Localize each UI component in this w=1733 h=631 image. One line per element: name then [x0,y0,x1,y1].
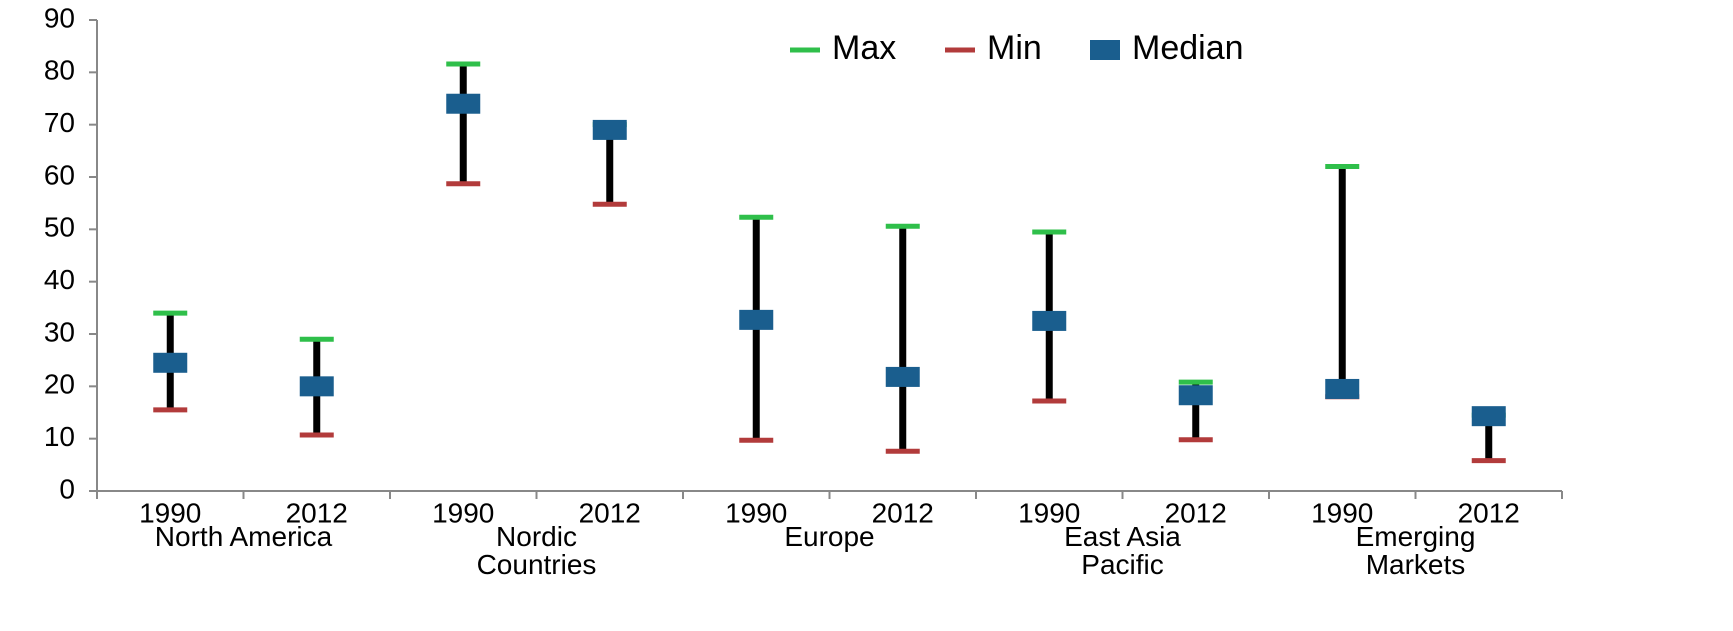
median-marker [1325,378,1360,399]
x-tick-label: 1990 [432,497,494,528]
y-tick-label: 80 [44,55,75,86]
median-marker [299,376,334,397]
x-tick-label: 1990 [1311,497,1373,528]
legend-label: Median [1132,29,1244,67]
y-tick-label: 0 [59,473,75,504]
x-tick-label: 2012 [1458,497,1520,528]
median-marker [1471,406,1506,427]
y-tick-label: 10 [44,421,75,452]
group-label: Emerging Markets [1355,521,1476,580]
group-label: North America [154,521,333,552]
y-tick-label: 30 [44,316,75,347]
legend-label: Min [987,29,1042,67]
x-tick-label: 2012 [872,497,934,528]
x-tick-label: 2012 [1165,497,1227,528]
group-label: Europe [784,521,875,552]
x-tick-label: 2012 [286,497,348,528]
legend-swatch [1090,40,1120,60]
legend-label: Max [832,29,896,67]
y-tick-label: 60 [44,159,75,190]
median-marker [1032,310,1067,331]
y-tick-label: 70 [44,107,75,138]
median-marker [1178,385,1213,406]
y-tick-label: 40 [44,264,75,295]
median-marker [153,352,188,373]
group-label: East Asia Pacific [1064,521,1181,580]
median-marker [446,93,481,114]
median-marker [885,366,920,387]
y-tick-label: 50 [44,212,75,243]
x-tick-label: 1990 [1018,497,1080,528]
x-tick-label: 1990 [139,497,201,528]
median-marker [592,119,627,140]
median-marker [739,309,774,330]
x-tick-label: 1990 [725,497,787,528]
y-tick-label: 90 [44,2,75,33]
x-tick-label: 2012 [579,497,641,528]
y-tick-label: 20 [44,369,75,400]
group-label: Nordic Countries [476,521,597,580]
